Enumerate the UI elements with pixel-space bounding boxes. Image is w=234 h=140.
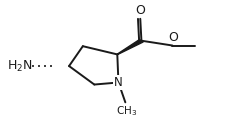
Text: H$_2$N: H$_2$N	[7, 59, 32, 74]
Text: O: O	[135, 4, 145, 17]
Text: O: O	[168, 31, 178, 44]
Text: N: N	[114, 76, 123, 89]
Polygon shape	[117, 39, 143, 55]
Text: CH$_3$: CH$_3$	[116, 104, 137, 117]
